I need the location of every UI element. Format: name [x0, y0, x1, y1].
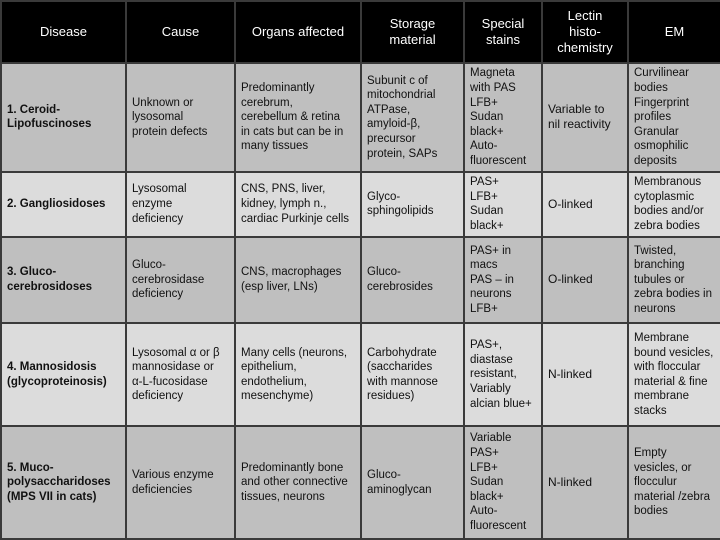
em-cell: Membrane bound vesicles, with floccular …	[629, 324, 720, 426]
disease-cell: 2. Gangliosidoses	[2, 172, 125, 236]
header-lectin-histochemistry: Lectin histo- chemistry	[543, 2, 627, 62]
organs-cell: Many cells (neurons, epithelium, endothe…	[236, 324, 360, 426]
header-row: Disease Cause Organs affected Storage ma…	[2, 2, 720, 62]
table-row: 4. Mannosidosis (glycoproteinosis) Lysos…	[2, 324, 720, 426]
organs-cell: CNS, PNS, liver, kidney, lymph n., cardi…	[236, 172, 360, 236]
header-em: EM	[629, 2, 720, 62]
header-cause: Cause	[127, 2, 234, 62]
lectin-cell: O-linked	[543, 237, 627, 323]
em-cell: Twisted, branching tubules or zebra bodi…	[629, 237, 720, 323]
em-cell: Curvilinear bodies Fingerprint profiles …	[629, 64, 720, 171]
cause-cell: Gluco- cerebrosidase deficiency	[127, 237, 234, 323]
stains-cell: PAS+ LFB+ Sudan black+	[465, 172, 541, 236]
stains-cell: PAS+, diastase resistant, Variably alcia…	[465, 324, 541, 426]
header-storage-material: Storage material	[362, 2, 463, 62]
organs-cell: Predominantly cerebrum, cerebellum & ret…	[236, 64, 360, 171]
disease-cell: 3. Gluco- cerebrosidoses	[2, 237, 125, 323]
lectin-cell: N-linked	[543, 324, 627, 426]
storage-cell: Subunit c of mitochondrial ATPase, amylo…	[362, 64, 463, 171]
cause-cell: Various enzyme deficiencies	[127, 427, 234, 538]
lectin-cell: O-linked	[543, 172, 627, 236]
cause-cell: Unknown or lysosomal protein defects	[127, 64, 234, 171]
stains-cell: Magneta with PAS LFB+ Sudan black+ Auto-…	[465, 64, 541, 171]
storage-cell: Carbohydrate (saccharides with mannose r…	[362, 324, 463, 426]
cause-cell: Lysosomal enzyme deficiency	[127, 172, 234, 236]
lectin-cell: N-linked	[543, 427, 627, 538]
disease-cell: 1. Ceroid- Lipofuscinoses	[2, 64, 125, 171]
cause-cell: Lysosomal α or β mannosidase or α-L-fuco…	[127, 324, 234, 426]
table-row: 1. Ceroid- Lipofuscinoses Unknown or lys…	[2, 64, 720, 171]
stains-cell: Variable PAS+ LFB+ Sudan black+ Auto- fl…	[465, 427, 541, 538]
lectin-cell: Variable to nil reactivity	[543, 64, 627, 171]
em-cell: Empty vesicles, or flocculur material /z…	[629, 427, 720, 538]
organs-cell: Predominantly bone and other connective …	[236, 427, 360, 538]
stains-cell: PAS+ in macs PAS – in neurons LFB+	[465, 237, 541, 323]
header-special-stains: Special stains	[465, 2, 541, 62]
storage-cell: Glyco- sphingolipids	[362, 172, 463, 236]
disease-cell: 5. Muco- polysaccharidoses (MPS VII in c…	[2, 427, 125, 538]
header-disease: Disease	[2, 2, 125, 62]
disease-cell: 4. Mannosidosis (glycoproteinosis)	[2, 324, 125, 426]
em-cell: Membranous cytoplasmic bodies and/or zeb…	[629, 172, 720, 236]
organs-cell: CNS, macrophages (esp liver, LNs)	[236, 237, 360, 323]
table-row: 3. Gluco- cerebrosidoses Gluco- cerebros…	[2, 237, 720, 323]
storage-cell: Gluco- cerebrosides	[362, 237, 463, 323]
header-organs-affected: Organs affected	[236, 2, 360, 62]
table-row: 5. Muco- polysaccharidoses (MPS VII in c…	[2, 427, 720, 538]
storage-cell: Gluco- aminoglycan	[362, 427, 463, 538]
table-row: 2. Gangliosidoses Lysosomal enzyme defic…	[2, 172, 720, 236]
